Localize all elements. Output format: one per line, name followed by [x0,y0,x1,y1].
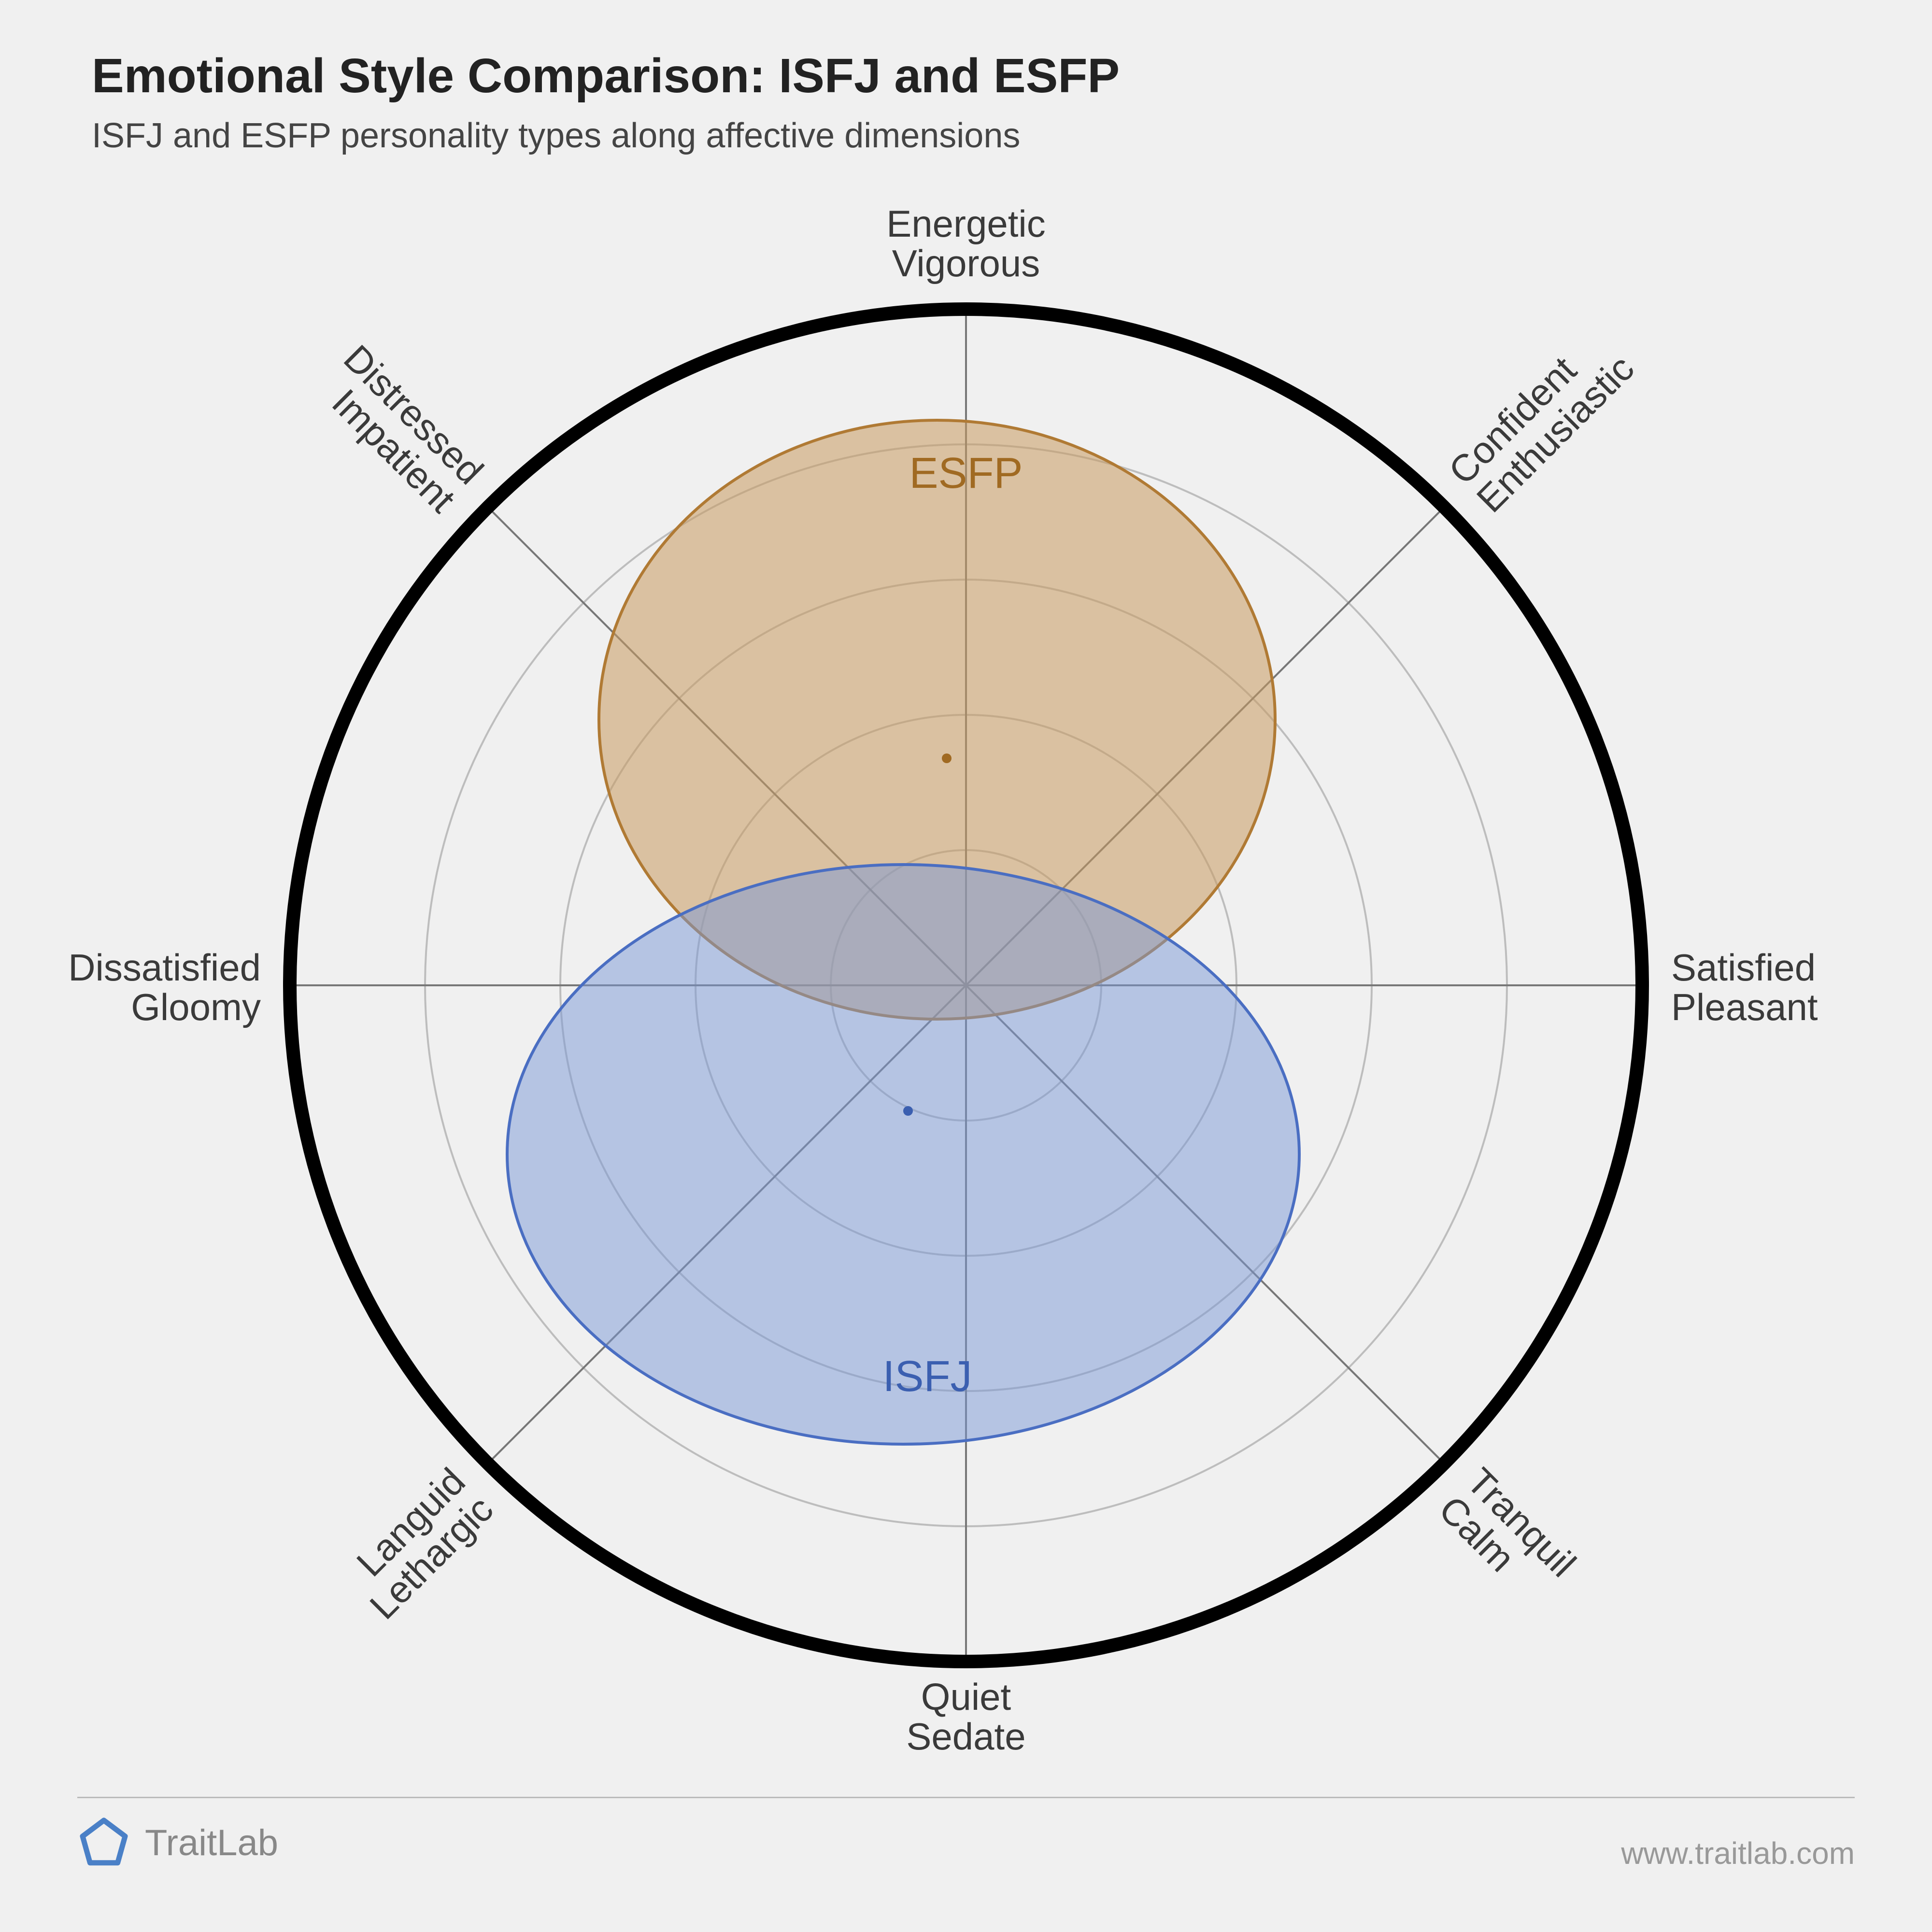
chart-frame: Emotional Style Comparison: ISFJ and ESF… [0,0,1932,1932]
brand-name: TraitLab [145,1822,278,1864]
axis-label: QuietSedate [906,1676,1025,1758]
axis-label-text: ConfidentEnthusiastic [1440,319,1642,521]
axis-label-text: DistressedImpatient [308,337,492,521]
axis-label-text: DissatisfiedGloomy [68,946,261,1028]
axis-label-text: LanguidLethargic [334,1460,501,1627]
axis-label: DistressedImpatient [308,337,492,521]
axis-label: DissatisfiedGloomy [68,946,261,1028]
series-center-isfj [903,1106,913,1116]
axis-label: SatisfiedPleasant [1671,946,1818,1028]
chart-title: Emotional Style Comparison: ISFJ and ESF… [92,48,1120,104]
chart-subtitle: ISFJ and ESFP personality types along af… [92,116,1020,156]
footer-divider [77,1797,1855,1798]
brand: TraitLab [77,1816,278,1869]
axis-label-text: QuietSedate [906,1676,1025,1758]
brand-logo-icon [77,1816,130,1869]
axis-label: EnergeticVigorous [886,202,1046,284]
axis-label: TranquilCalm [1431,1460,1584,1613]
radar-chart: EnergeticVigorous ConfidentEnthusiastic Sa… [0,174,1932,1797]
chart-area: EnergeticVigorous ConfidentEnthusiastic Sa… [0,174,1932,1797]
footer: TraitLab www.traitlab.com [77,1816,1855,1903]
axis-label-text: SatisfiedPleasant [1671,946,1818,1028]
axis-label-text: TranquilCalm [1431,1460,1584,1613]
series-label-esfp: ESFP [909,449,1023,497]
axis-label-text: EnergeticVigorous [886,202,1046,284]
axis-label: ConfidentEnthusiastic [1440,319,1642,521]
series-center-esfp [942,753,952,763]
series-label-isfj: ISFJ [882,1352,972,1401]
brand-url: www.traitlab.com [1621,1835,1855,1871]
axis-label: LanguidLethargic [334,1460,501,1627]
